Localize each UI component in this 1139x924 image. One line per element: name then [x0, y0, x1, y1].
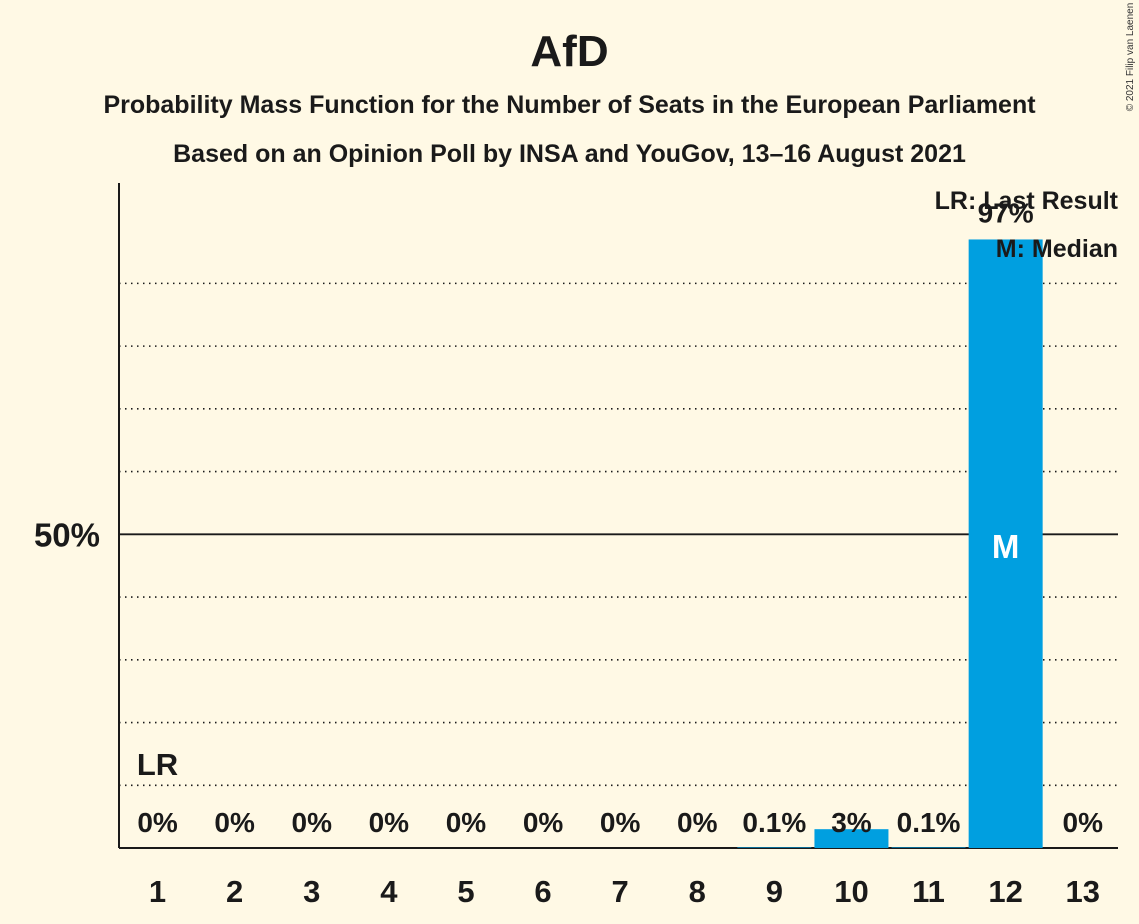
x-tick-8: 8: [689, 874, 706, 909]
value-label-8: 0%: [677, 807, 718, 838]
x-tick-5: 5: [457, 874, 474, 909]
x-tick-4: 4: [380, 874, 398, 909]
y-tick-label: 50%: [34, 516, 100, 553]
legend-median: M: Median: [996, 235, 1118, 263]
gridlines: [119, 282, 1118, 787]
value-label-3: 0%: [292, 807, 333, 838]
value-label-10: 3%: [831, 807, 872, 838]
value-label-2: 0%: [214, 807, 255, 838]
value-label-9: 0.1%: [742, 807, 806, 838]
value-label-7: 0%: [600, 807, 641, 838]
value-label-12: 97%: [978, 197, 1034, 228]
bar-10: [814, 829, 889, 848]
x-tick-10: 10: [834, 874, 868, 909]
x-tick-12: 12: [988, 874, 1022, 909]
last-result-marker: LR: [137, 747, 178, 782]
value-label-13: 0%: [1063, 807, 1104, 838]
x-tick-2: 2: [226, 874, 243, 909]
value-label-4: 0%: [369, 807, 410, 838]
x-tick-9: 9: [766, 874, 783, 909]
value-label-11: 0.1%: [897, 807, 961, 838]
x-tick-11: 11: [912, 874, 945, 909]
value-label-6: 0%: [523, 807, 564, 838]
x-tick-1: 1: [149, 874, 166, 909]
x-tick-3: 3: [303, 874, 320, 909]
bar-9: [737, 847, 812, 848]
x-tick-7: 7: [612, 874, 629, 909]
value-label-5: 0%: [446, 807, 487, 838]
chart-title: AfD: [530, 27, 608, 76]
x-tick-13: 13: [1066, 874, 1100, 909]
data-labels: 0% LR 0% 0% 0% 0% 0% 0% 0% 0.1% 3% 0.1% 97% M 0%: [137, 197, 1103, 838]
legend-last-result: LR: Last Result: [935, 187, 1119, 215]
chart-subtitle: Probability Mass Function for the Number…: [103, 91, 1036, 119]
x-tick-6: 6: [534, 874, 551, 909]
legend: LR: Last Result M: Median: [935, 187, 1119, 263]
bar-12: [968, 239, 1043, 848]
value-label-1: 0%: [137, 807, 178, 838]
bar-11: [891, 847, 966, 848]
median-marker: M: [992, 528, 1020, 565]
x-tick-labels: 1 2 3 4 5 6 7 8 9 10 11 12 13: [149, 874, 1100, 909]
bars: [737, 239, 1043, 848]
copyright-notice: © 2021 Filip van Laenen: [1125, 3, 1136, 112]
chart-source: Based on an Opinion Poll by INSA and You…: [173, 140, 966, 168]
